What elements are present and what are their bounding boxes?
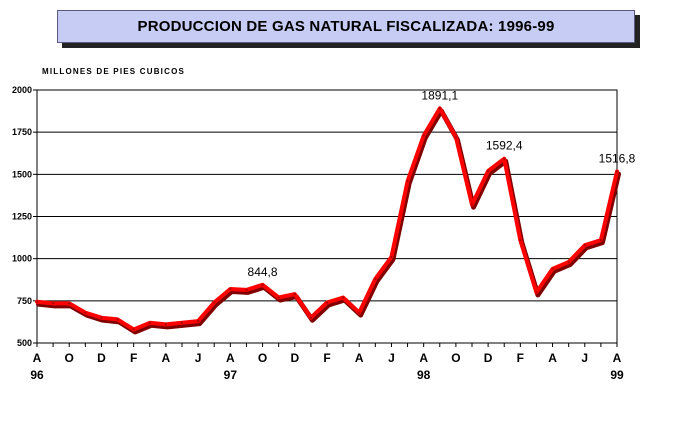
x-tick-label: A [548, 351, 557, 365]
data-point [148, 321, 151, 324]
data-point [116, 318, 119, 321]
x-tick-label: F [517, 351, 524, 365]
data-point [454, 136, 458, 139]
data-point [68, 302, 71, 305]
chart-title-box: PRODUCCION DE GAS NATURAL FISCALIZADA: 1… [57, 10, 635, 43]
x-tick-label: A [226, 351, 235, 365]
data-point [470, 203, 474, 206]
series-line [35, 106, 619, 332]
data-point [51, 302, 55, 305]
data-point [229, 287, 232, 291]
data-point [293, 292, 296, 296]
data-point [503, 157, 506, 160]
data-point [213, 301, 216, 304]
x-tick-label: J [195, 351, 202, 365]
x-tick-label: F [323, 351, 330, 365]
x-tick-label: J [388, 351, 395, 365]
y-tick-label: 500 [17, 338, 32, 348]
data-point [196, 319, 200, 323]
data-point [180, 321, 184, 324]
chart-title: PRODUCCION DE GAS NATURAL FISCALIZADA: 1… [137, 18, 555, 35]
data-point [390, 255, 393, 259]
data-point [551, 267, 554, 270]
data-point [535, 291, 538, 294]
x-tick-label: D [484, 351, 493, 365]
x-tick-label: A [355, 351, 364, 365]
data-point [422, 134, 425, 137]
data-point [84, 311, 87, 314]
y-tick-label: 2000 [12, 85, 32, 95]
data-point [567, 260, 570, 264]
data-point [325, 301, 329, 304]
data-point [309, 316, 313, 319]
x-year-label: 98 [417, 368, 431, 382]
x-tick-label: A [419, 351, 428, 365]
data-point [100, 316, 103, 319]
x-year-label: 96 [30, 368, 44, 382]
x-tick-label: A [613, 351, 622, 365]
data-label: 844,8 [248, 265, 278, 279]
x-tick-label: O [65, 351, 74, 365]
series-line-shadow [36, 108, 621, 335]
data-point [164, 323, 168, 326]
data-point [358, 311, 361, 314]
data-point [438, 107, 441, 110]
data-point [132, 328, 135, 331]
data-point [583, 243, 586, 247]
data-point [245, 288, 248, 292]
y-tick-label: 1500 [12, 169, 32, 179]
y-tick-label: 1250 [12, 212, 32, 222]
x-tick-label: F [130, 351, 137, 365]
x-year-label: 97 [224, 368, 238, 382]
data-point [35, 300, 39, 303]
x-tick-label: A [33, 351, 42, 365]
data-label: 1891,1 [421, 88, 458, 102]
y-axis-label: MILLONES DE PIES CUBICOS [42, 67, 186, 76]
x-year-label: 99 [610, 368, 624, 382]
data-point [277, 296, 280, 299]
data-point [341, 296, 345, 299]
data-point [599, 238, 603, 242]
y-tick-label: 750 [17, 296, 32, 306]
data-label: 1516,8 [599, 151, 636, 165]
data-point [486, 169, 490, 173]
y-tick-label: 1000 [12, 254, 32, 264]
data-label: 1592,4 [486, 139, 523, 153]
x-tick-label: O [258, 351, 267, 365]
x-tick-label: A [162, 351, 171, 365]
x-tick-label: D [290, 351, 299, 365]
x-tick-label: D [97, 351, 106, 365]
x-tick-label: O [451, 351, 460, 365]
y-tick-label: 1750 [12, 127, 32, 137]
data-point [374, 277, 377, 281]
data-point [519, 238, 522, 242]
data-point [261, 283, 264, 287]
x-tick-label: J [581, 351, 588, 365]
data-point [615, 170, 619, 173]
data-point [406, 179, 409, 183]
